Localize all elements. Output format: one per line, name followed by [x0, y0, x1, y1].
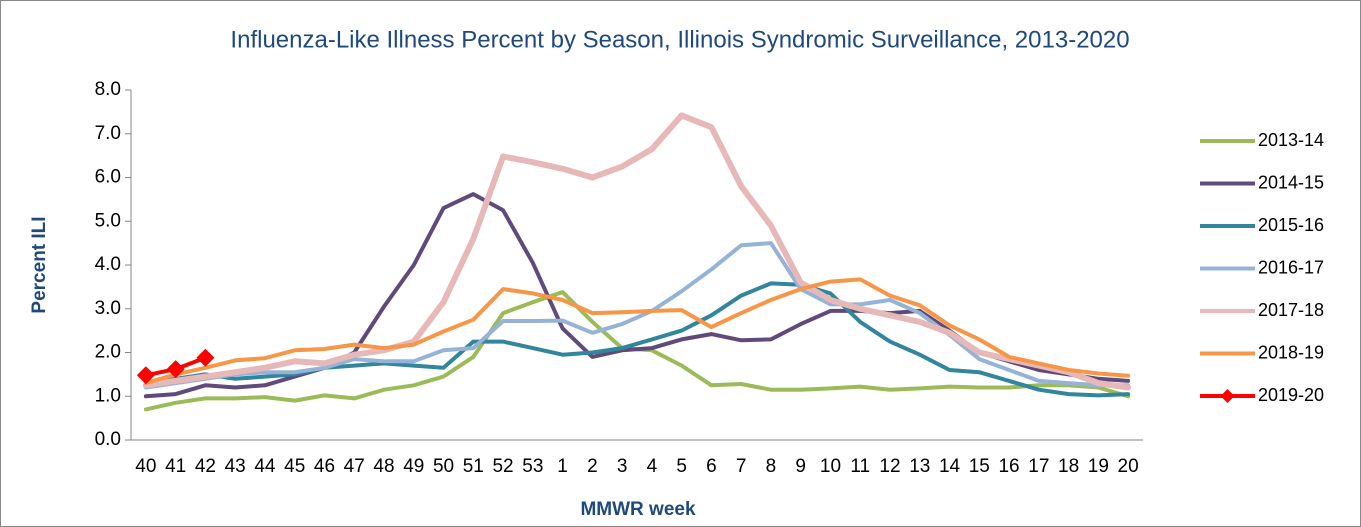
x-tick-label: 51: [463, 456, 484, 477]
x-tick-label: 44: [254, 456, 276, 477]
x-tick-label: 13: [909, 456, 930, 477]
x-tick-label: 20: [1118, 456, 1139, 477]
x-tick-label: 52: [492, 456, 513, 477]
x-tick-label: 50: [433, 456, 454, 477]
x-tick-label: 16: [998, 456, 1019, 477]
x-tick-label: 8: [766, 456, 777, 477]
x-tick-label: 45: [284, 456, 305, 477]
x-axis-title: MMWR week: [580, 499, 696, 520]
legend-label: 2017-18: [1258, 300, 1324, 320]
series-line: [143, 277, 1131, 386]
x-tick-label: 48: [373, 456, 394, 477]
legend-label: 2014-15: [1258, 172, 1324, 192]
x-tick-label: 6: [706, 456, 717, 477]
y-tick-label: 1.0: [95, 385, 121, 406]
x-tick-label: 53: [522, 456, 543, 477]
x-tick-label: 42: [195, 456, 216, 477]
x-tick-label: 3: [617, 456, 628, 477]
x-tick-label: 40: [135, 456, 156, 477]
legend-label: 2019-20: [1258, 385, 1324, 405]
y-tick-label: 3.0: [95, 298, 121, 319]
x-tick-label: 12: [879, 456, 900, 477]
legend-label: 2013-14: [1258, 130, 1324, 150]
x-tick-label: 11: [850, 456, 870, 477]
y-tick-label: 4.0: [95, 254, 121, 275]
series-line: [143, 241, 1131, 390]
series-marker: [136, 366, 155, 385]
x-tick-label: 4: [647, 456, 658, 477]
y-axis-title: Percent ILI: [29, 216, 50, 313]
y-tick-label: 5.0: [95, 210, 121, 231]
x-tick-label: 41: [165, 456, 186, 477]
y-tick-label: 6.0: [95, 167, 121, 188]
y-tick-label: 8.0: [95, 79, 121, 100]
x-tick-label: 47: [344, 456, 365, 477]
x-tick-label: 15: [969, 456, 990, 477]
x-tick-label: 1: [557, 456, 568, 477]
chart-title: Influenza-Like Illness Percent by Season…: [230, 26, 1129, 53]
y-tick-label: 0.0: [95, 429, 121, 450]
x-tick-label: 10: [820, 456, 841, 477]
series-marker: [196, 348, 215, 367]
x-tick-label: 49: [403, 456, 424, 477]
x-tick-label: 18: [1058, 456, 1079, 477]
series-line: [142, 112, 1132, 391]
x-tick-label: 43: [225, 456, 246, 477]
legend-label: 2016-17: [1258, 257, 1324, 277]
x-tick-label: 9: [795, 456, 806, 477]
x-tick-label: 14: [939, 456, 961, 477]
legend-marker: [1220, 389, 1235, 403]
x-tick-label: 2: [587, 456, 598, 477]
x-tick-label: 17: [1028, 456, 1049, 477]
x-tick-label: 5: [676, 456, 687, 477]
x-tick-label: 46: [314, 456, 335, 477]
series-marker: [166, 360, 185, 379]
x-tick-label: 7: [736, 456, 747, 477]
x-tick-label: 19: [1088, 456, 1109, 477]
y-tick-label: 2.0: [95, 342, 121, 363]
y-tick-label: 7.0: [95, 123, 121, 144]
legend-label: 2018-19: [1258, 342, 1324, 362]
legend-label: 2015-16: [1258, 215, 1324, 235]
